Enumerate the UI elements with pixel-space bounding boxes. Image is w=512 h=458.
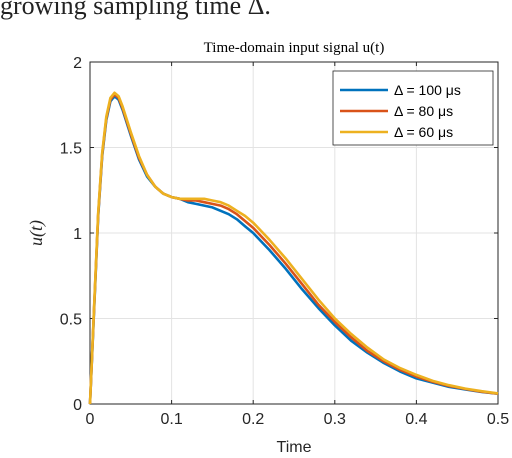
x-tick-label: 0.3 [324,411,346,428]
x-tick-label: 0.2 [242,411,264,428]
y-tick-labels: 0 0.5 1 1.5 2 [60,55,82,414]
caption-fragment: growing sampling time Δ. [0,0,271,20]
y-axis-label: u(t) [26,220,47,246]
legend-label-3: Δ = 60 μs [394,124,453,140]
y-tick-label: 0.5 [60,312,82,329]
x-tick-labels: 0 0.1 0.2 0.3 0.4 0.5 [86,411,510,428]
chart-title: Time-domain input signal u(t) [204,40,385,56]
x-tick-label: 0 [86,411,95,428]
y-tick-label: 0 [73,397,82,414]
y-tick-label: 1 [73,226,82,243]
y-tick-label: 2 [73,55,82,72]
x-tick-label: 0.1 [160,411,182,428]
x-tick-label: 0.5 [487,411,509,428]
y-tick-label: 1.5 [60,141,82,158]
series-line-1 [88,94,499,405]
series-lines [88,91,499,405]
x-tick-label: 0.4 [405,411,427,428]
legend-label-1: Δ = 100 μs [394,82,461,98]
x-axis-label: Time [277,439,312,456]
series-line-3 [88,91,499,405]
series-line-2 [88,93,499,405]
legend: Δ = 100 μs Δ = 80 μs Δ = 60 μs [332,70,494,146]
legend-label-2: Δ = 80 μs [394,103,453,119]
